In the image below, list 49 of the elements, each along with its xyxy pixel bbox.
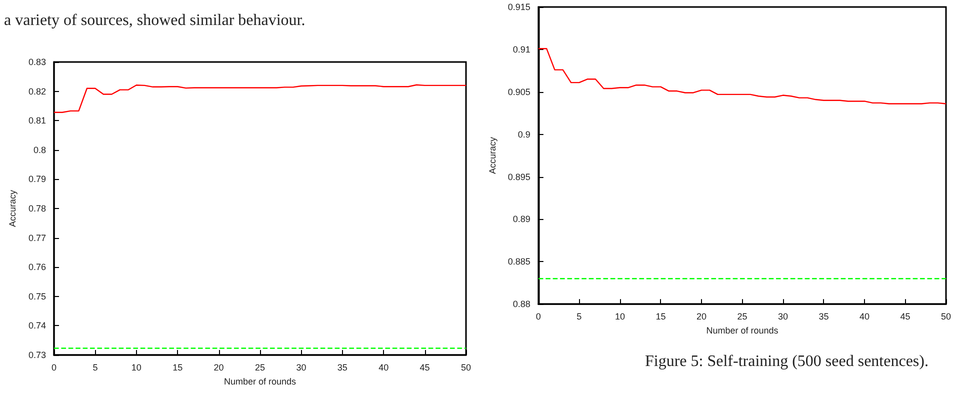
x-axis-title: Number of rounds [224, 376, 297, 386]
x-tick-label: 45 [420, 362, 430, 372]
y-tick-label: 0.895 [508, 172, 530, 182]
y-tick-label: 0.78 [28, 204, 46, 214]
y-tick-label: 0.9 [518, 129, 530, 140]
y-tick-label: 0.76 [28, 262, 46, 272]
x-tick-label: 25 [737, 312, 748, 322]
x-tick-label: 30 [296, 362, 306, 372]
y-tick-label: 0.915 [508, 2, 530, 12]
x-tick-label: 15 [172, 362, 183, 372]
y-tick-label: 0.77 [28, 232, 46, 243]
y-tick-label: 0.82 [28, 86, 46, 96]
x-tick-label: 20 [214, 362, 224, 372]
x-axis-title: Number of rounds [706, 326, 779, 336]
y-tick-label: 0.79 [28, 174, 46, 184]
x-tick-label: 30 [778, 312, 788, 322]
x-tick-label: 20 [696, 312, 706, 322]
x-tick-label: 45 [900, 312, 910, 322]
y-tick-label: 0.89 [512, 214, 530, 224]
x-tick-label: 25 [254, 362, 266, 372]
y-tick-label: 0.8 [33, 144, 46, 155]
x-tick-label: 50 [940, 312, 952, 322]
y-tick-label: 0.88 [512, 299, 530, 310]
x-tick-label: 35 [337, 362, 348, 372]
y-tick-label: 0.91 [512, 44, 530, 54]
text: a variety of sources, showed similar behaviour. [4, 11, 306, 30]
line-series [538, 48, 947, 104]
x-tick-label: 10 [614, 312, 625, 322]
x-tick-label: 0 [536, 312, 541, 322]
x-tick-label: 5 [92, 362, 98, 372]
x-tick-label: 15 [656, 312, 666, 322]
x-tick-label: 10 [131, 362, 142, 372]
y-tick-label: 0.885 [508, 256, 530, 267]
y-axis-title: Accuracy [488, 136, 498, 174]
x-tick-label: 50 [460, 362, 472, 372]
x-tick-label: 35 [818, 312, 829, 322]
y-tick-label: 0.75 [28, 291, 46, 302]
y-tick-label: 0.74 [28, 320, 46, 331]
y-tick-label: 0.905 [508, 86, 530, 97]
caption: Figure 5: Self-training (500 seed sentences). [645, 352, 928, 371]
y-tick-label: 0.83 [28, 57, 46, 67]
x-tick-label: 5 [576, 312, 582, 322]
x-tick-label: 40 [378, 362, 389, 372]
x-tick-label: 0 [51, 362, 57, 372]
x-tick-label: 40 [859, 312, 870, 322]
line-series [53, 84, 467, 113]
y-tick-label: 0.73 [28, 350, 46, 360]
y-axis-title: Accuracy [8, 189, 18, 228]
y-tick-label: 0.81 [28, 116, 46, 126]
